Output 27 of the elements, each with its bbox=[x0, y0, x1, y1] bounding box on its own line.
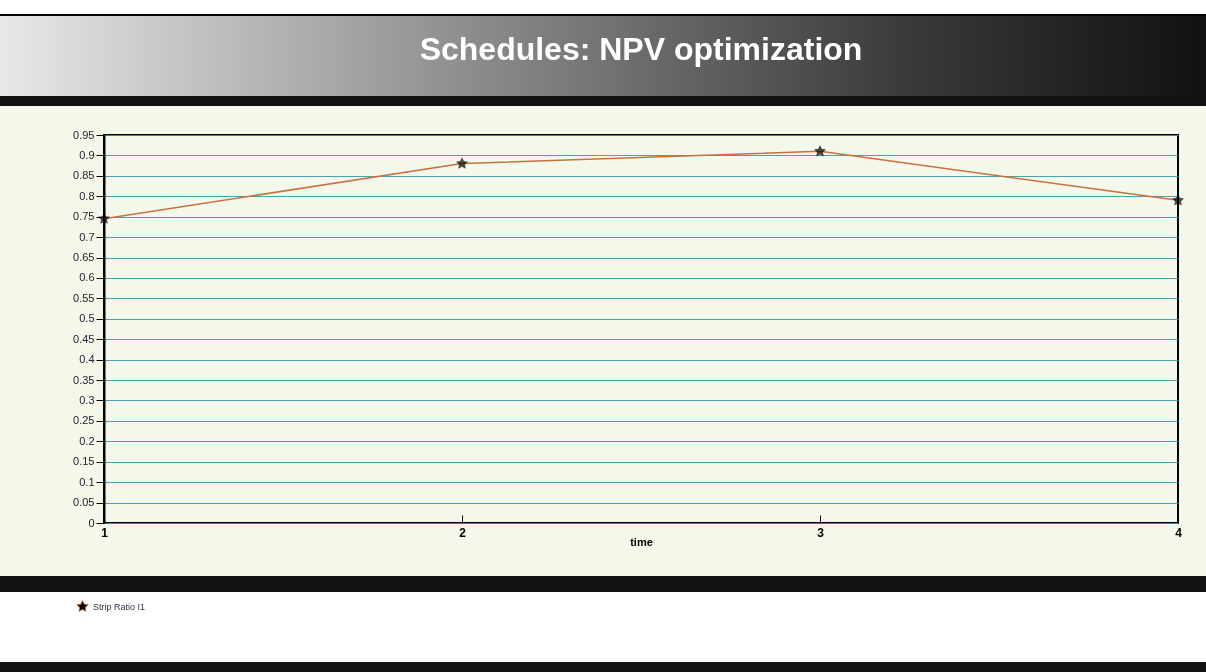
y-tick-label: 0.8 bbox=[79, 189, 95, 202]
y-tick-label: 0.85 bbox=[73, 169, 95, 182]
y-tick-label: 0.2 bbox=[79, 434, 95, 447]
x-tick-label: 4 bbox=[1175, 525, 1183, 540]
y-tick-label: 0.75 bbox=[73, 210, 95, 223]
y-tick-label: 0.35 bbox=[73, 373, 95, 386]
y-tick-label: 0.1 bbox=[79, 475, 95, 488]
x-tick-label: 3 bbox=[817, 525, 825, 540]
y-tick-label: 0.45 bbox=[73, 332, 95, 345]
y-tick-label: 0.05 bbox=[73, 496, 95, 509]
y-tick-label: 0.9 bbox=[79, 148, 95, 161]
y-tick-label: 0.95 bbox=[73, 128, 95, 141]
x-tick-label: 1 bbox=[101, 525, 109, 540]
y-tick-label: 0.4 bbox=[79, 353, 95, 366]
y-tick-label: 0.25 bbox=[73, 414, 95, 427]
y-tick-label: 0 bbox=[88, 516, 95, 529]
y-tick-label: 0.55 bbox=[73, 291, 95, 304]
legend-label: Strip Ratio I1 bbox=[93, 601, 146, 612]
x-tick-label: 2 bbox=[459, 525, 467, 540]
y-tick-label: 0.65 bbox=[73, 251, 95, 264]
y-tick-label: 0.6 bbox=[79, 271, 95, 284]
y-tick-label: 0.3 bbox=[79, 393, 95, 406]
y-tick-label: 0.5 bbox=[79, 312, 95, 325]
y-tick-label: 0.7 bbox=[79, 230, 95, 243]
x-axis-title: time bbox=[630, 535, 653, 548]
chart-title: Schedules: NPV optimization bbox=[419, 31, 863, 67]
y-tick-label: 0.15 bbox=[73, 455, 95, 468]
